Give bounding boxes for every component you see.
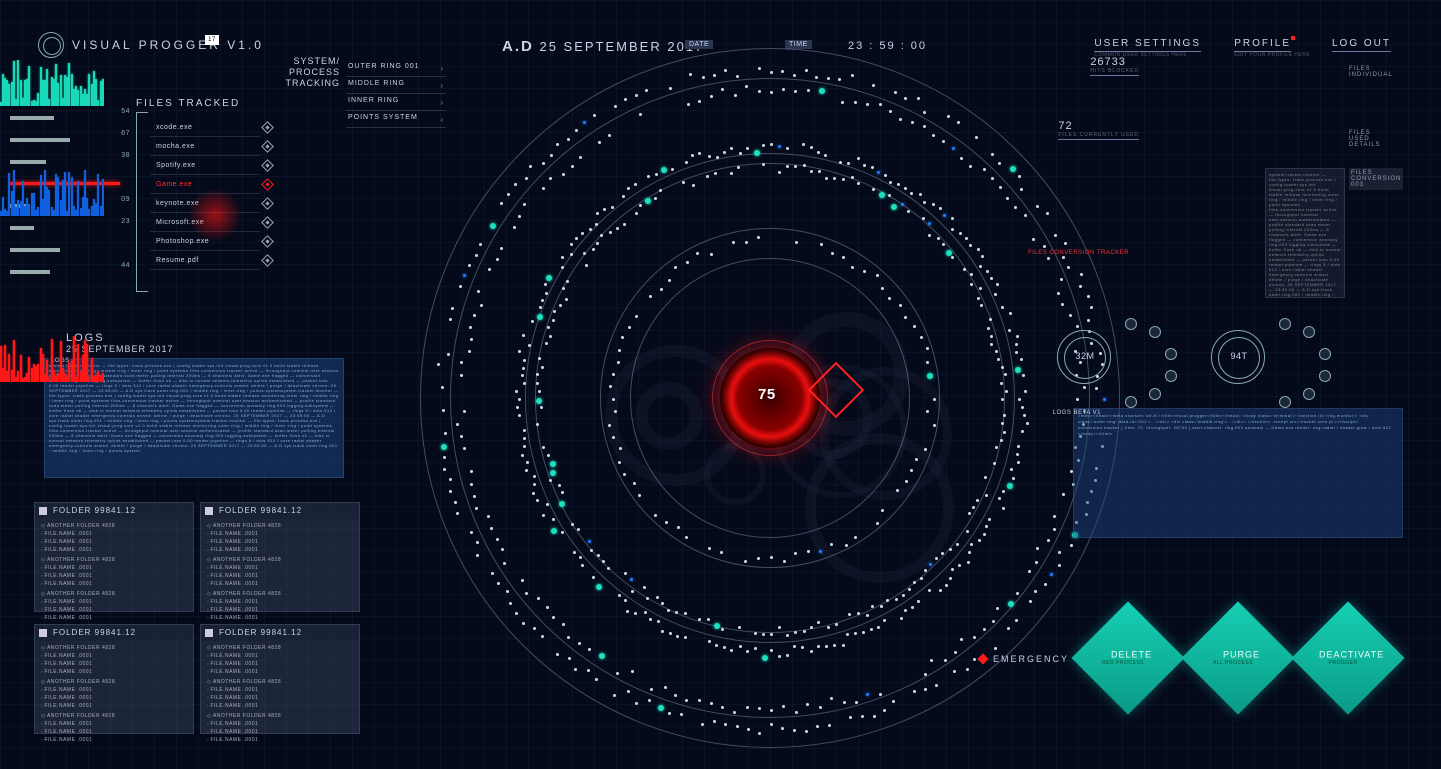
conversion-detail-panel: system.tracker.monitor — file.types: tra… <box>1265 168 1345 298</box>
diamond-icon <box>261 178 274 191</box>
scan-row: 54 <box>10 108 130 128</box>
folder-panel[interactable]: FOLDER 99841.12ANOTHER FOLDER 4828FILE.N… <box>200 502 360 612</box>
scan-row: 23 <box>10 218 130 238</box>
diamond-icon <box>261 197 274 210</box>
emergency-label: EMERGENCY <box>993 654 1069 664</box>
scan-row: 44 <box>10 262 130 282</box>
file-row[interactable]: Photoshop.exe <box>150 232 260 251</box>
version-badge: 17 <box>205 35 219 45</box>
gauge-node-icon <box>1303 326 1315 338</box>
logs-panel-right[interactable]: <html><head><meta charset='utf-8'><title… <box>1073 408 1403 538</box>
logo-icon <box>38 32 64 58</box>
folder-panel[interactable]: FOLDER 99841.12ANOTHER FOLDER 4828FILE.N… <box>34 502 194 612</box>
file-row[interactable]: Resume.pdf <box>150 251 260 270</box>
file-row[interactable]: keynote.exe <box>150 194 260 213</box>
folder-panel[interactable]: FOLDER 99841.12ANOTHER FOLDER 4828FILE.N… <box>200 624 360 734</box>
file-row[interactable]: Game.exe <box>150 175 260 194</box>
waveform-red <box>0 336 104 382</box>
waveform-teal <box>0 60 104 106</box>
app-title: VISUAL PROGGER V1.0 <box>72 38 264 52</box>
wave-label-blue: FILESUSED DETAILS <box>1349 130 1403 148</box>
gauge-b[interactable]: 94T <box>1211 330 1265 384</box>
gauge-node-icon <box>1303 388 1315 400</box>
waveform-blue <box>0 170 104 216</box>
folder-header: FOLDER 99841.12 <box>35 625 193 641</box>
file-row[interactable]: mocha.exe <box>150 137 260 156</box>
diamond-icon <box>261 235 274 248</box>
gauge-node-icon <box>1149 388 1161 400</box>
nav-profile[interactable]: PROFILEEDIT YOUR PROFILE HERE <box>1234 38 1291 52</box>
folder-header: FOLDER 99841.12 <box>201 625 359 641</box>
diamond-icon <box>261 140 274 153</box>
gauge-node-icon <box>1319 370 1331 382</box>
header: VISUAL PROGGER V1.0 17 A.D 25 SEPTEMBER … <box>0 18 1441 48</box>
files-bracket <box>136 112 148 292</box>
folder-panel[interactable]: FOLDER 99841.12ANOTHER FOLDER 4828FILE.N… <box>34 624 194 734</box>
orb-core-value: 75 <box>758 386 776 403</box>
nav-logout[interactable]: LOG OUT <box>1332 38 1391 52</box>
emergency-purge-button[interactable]: PURGEALL PROCESS <box>1181 601 1294 714</box>
orb-visualizer: 75 <box>420 48 1120 748</box>
gauge-node-icon <box>1279 318 1291 330</box>
file-row[interactable]: xcode.exe <box>150 118 260 137</box>
folder-header: FOLDER 99841.12 <box>201 503 359 519</box>
gauge-node-icon <box>1319 348 1331 360</box>
diamond-icon <box>261 159 274 172</box>
diamond-icon <box>261 254 274 267</box>
wave-label-panel: FILES CONVERSION 003 <box>1349 168 1403 190</box>
gauge-node-icon <box>1279 396 1291 408</box>
gauge-node-icon <box>1125 318 1137 330</box>
scan-row <box>10 240 130 260</box>
diamond-icon <box>261 121 274 134</box>
files-tracked-list: xcode.exemocha.exeSpotify.exeGame.exekey… <box>150 118 260 270</box>
gauge-node-icon <box>1125 396 1137 408</box>
wave-label-red: FILES CONVERSION TRACKER <box>1028 250 1129 256</box>
files-tracked-title: FILES TRACKED <box>136 98 240 109</box>
file-row[interactable]: Spotify.exe <box>150 156 260 175</box>
gauge-a[interactable]: 32M <box>1057 330 1111 384</box>
folder-header: FOLDER 99841.12 <box>35 503 193 519</box>
gauge-node-icon <box>1165 348 1177 360</box>
diamond-icon <box>261 216 274 229</box>
scan-row: 67 <box>10 130 130 150</box>
wave-label-teal: FILESINDIVIDUAL <box>1349 66 1403 78</box>
gauge-node-icon <box>1149 326 1161 338</box>
scan-row: 38 <box>10 152 130 172</box>
gauge-node-icon <box>1165 370 1177 382</box>
file-row[interactable]: Microsoft.exe <box>150 213 260 232</box>
emergency-deactivate-button[interactable]: DEACTIVATEPROGGER <box>1291 601 1404 714</box>
stat-files: 72FILES CURRENTLY USED <box>1058 120 1139 140</box>
logs2-label: LOGS BETA V1 <box>1053 410 1101 416</box>
gauge-cluster: 32M 94T <box>1041 318 1401 398</box>
stat-hits: 26733HITS BLOCKED <box>1090 56 1139 76</box>
system-tracking-title: SYSTEM/ PROCESS TRACKING <box>270 56 340 89</box>
